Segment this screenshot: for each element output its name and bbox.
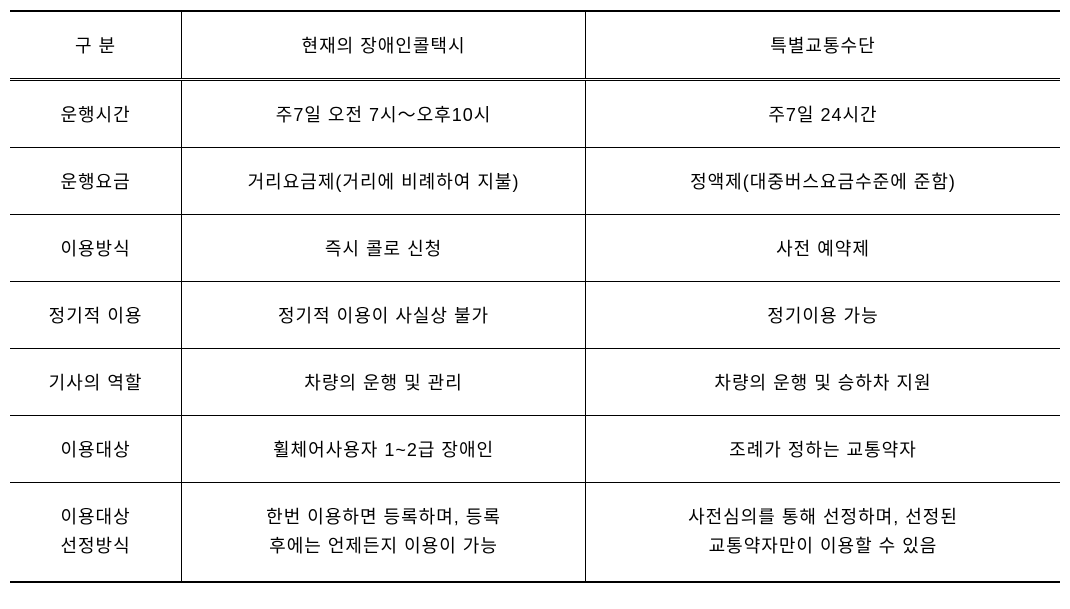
row-special: 주7일 24시간 — [585, 80, 1060, 148]
row-current: 한번 이용하면 등록하며, 등록 후에는 언제든지 이용이 가능 — [182, 483, 586, 582]
row-current-line2: 후에는 언제든지 이용이 가능 — [194, 532, 573, 561]
table-row: 이용대상 선정방식 한번 이용하면 등록하며, 등록 후에는 언제든지 이용이 … — [10, 483, 1060, 582]
row-category: 이용대상 선정방식 — [10, 483, 182, 582]
row-current: 거리요금제(거리에 비례하여 지불) — [182, 148, 586, 215]
row-current-line1: 한번 이용하면 등록하며, 등록 — [194, 503, 573, 532]
row-special: 정기이용 가능 — [585, 282, 1060, 349]
table-row: 운행시간 주7일 오전 7시～오후10시 주7일 24시간 — [10, 80, 1060, 148]
table-row: 정기적 이용 정기적 이용이 사실상 불가 정기이용 가능 — [10, 282, 1060, 349]
row-special: 차량의 운행 및 승하차 지원 — [585, 349, 1060, 416]
row-current: 휠체어사용자 1~2급 장애인 — [182, 416, 586, 483]
table-row: 이용방식 즉시 콜로 신청 사전 예약제 — [10, 215, 1060, 282]
comparison-table: 구 분 현재의 장애인콜택시 특별교통수단 운행시간 주7일 오전 7시～오후1… — [10, 10, 1060, 583]
row-category: 기사의 역할 — [10, 349, 182, 416]
row-category-line2: 선정방식 — [22, 532, 169, 561]
row-special: 조례가 정하는 교통약자 — [585, 416, 1060, 483]
header-special: 특별교통수단 — [585, 11, 1060, 80]
row-category: 정기적 이용 — [10, 282, 182, 349]
row-current: 차량의 운행 및 관리 — [182, 349, 586, 416]
header-current: 현재의 장애인콜택시 — [182, 11, 586, 80]
table-row: 운행요금 거리요금제(거리에 비례하여 지불) 정액제(대중버스요금수준에 준함… — [10, 148, 1060, 215]
row-special-line2: 교통약자만이 이용할 수 있음 — [598, 532, 1048, 561]
header-category: 구 분 — [10, 11, 182, 80]
row-special: 정액제(대중버스요금수준에 준함) — [585, 148, 1060, 215]
row-category-line1: 이용대상 — [22, 503, 169, 532]
row-current: 즉시 콜로 신청 — [182, 215, 586, 282]
row-special: 사전 예약제 — [585, 215, 1060, 282]
table-row: 이용대상 휠체어사용자 1~2급 장애인 조례가 정하는 교통약자 — [10, 416, 1060, 483]
table-header-row: 구 분 현재의 장애인콜택시 특별교통수단 — [10, 11, 1060, 80]
table-row: 기사의 역할 차량의 운행 및 관리 차량의 운행 및 승하차 지원 — [10, 349, 1060, 416]
row-category: 이용방식 — [10, 215, 182, 282]
row-special: 사전심의를 통해 선정하며, 선정된 교통약자만이 이용할 수 있음 — [585, 483, 1060, 582]
row-category: 운행시간 — [10, 80, 182, 148]
row-category: 운행요금 — [10, 148, 182, 215]
row-current: 주7일 오전 7시～오후10시 — [182, 80, 586, 148]
row-category: 이용대상 — [10, 416, 182, 483]
row-special-line1: 사전심의를 통해 선정하며, 선정된 — [598, 503, 1048, 532]
row-current: 정기적 이용이 사실상 불가 — [182, 282, 586, 349]
